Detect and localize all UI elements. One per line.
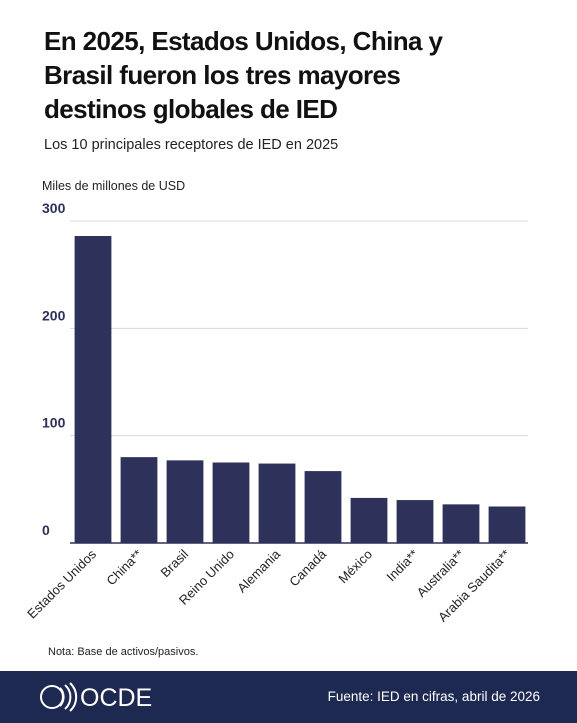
x-tick-label: Alemania [234, 546, 283, 595]
y-axis-label: Miles de millones de USD [42, 179, 185, 193]
x-tick-label: India** [383, 547, 421, 585]
bar [442, 504, 480, 543]
bar [212, 462, 250, 543]
bar [488, 506, 526, 543]
bar [258, 463, 296, 543]
bar [120, 457, 158, 543]
logo-symbol [40, 682, 78, 712]
x-tick-label: Canadá [286, 546, 329, 589]
note: Nota: Base de activos/pasivos. [48, 646, 198, 658]
logo-text: OCDE [80, 684, 152, 712]
y-tick-label: 300 [42, 200, 66, 216]
x-tick-label: Estados Unidos [24, 546, 99, 621]
x-tick-label: México [335, 547, 375, 587]
x-tick-label: China** [103, 547, 145, 589]
bar [74, 236, 112, 543]
chart-title: En 2025, Estados Unidos, China y Brasil … [44, 26, 443, 124]
y-tick-label: 0 [42, 522, 50, 538]
y-tick-label: 100 [42, 415, 66, 431]
footer-band [0, 671, 577, 723]
x-tick-label: Brasil [158, 546, 192, 580]
bar [396, 500, 434, 543]
chart-subtitle: Los 10 principales receptores de IED en … [44, 137, 339, 153]
source: Fuente: IED en cifras, abril de 2026 [328, 689, 540, 704]
bar [350, 497, 388, 543]
bar [304, 471, 342, 543]
y-tick-label: 200 [42, 307, 66, 323]
bar [166, 460, 204, 543]
